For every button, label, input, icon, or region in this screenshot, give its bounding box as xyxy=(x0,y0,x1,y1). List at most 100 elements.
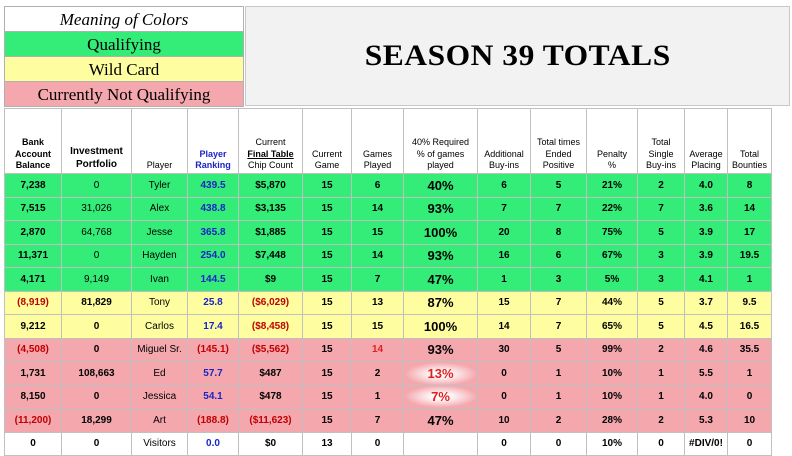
col-header-buyins[interactable]: Additional Buy-ins xyxy=(477,108,531,174)
cell-inv[interactable]: 0 xyxy=(61,314,132,339)
cell-cur[interactable]: 15 xyxy=(302,384,352,409)
col-header-player[interactable]: Player xyxy=(131,108,188,174)
cell-bounty[interactable]: 1 xyxy=(727,361,772,386)
cell-player[interactable]: Hayden xyxy=(131,243,188,268)
cell-bounty[interactable]: 8 xyxy=(727,173,772,198)
cell-buy[interactable]: 0 xyxy=(477,384,531,409)
cell-rank[interactable]: 0.0 xyxy=(187,431,239,456)
cell-avg[interactable]: 3.9 xyxy=(684,220,728,245)
cell-bank[interactable]: 8,150 xyxy=(4,384,62,409)
cell-inv[interactable]: 64,768 xyxy=(61,220,132,245)
cell-pos[interactable]: 0 xyxy=(530,431,587,456)
cell-single[interactable]: 5 xyxy=(637,290,685,315)
cell-single[interactable]: 2 xyxy=(637,337,685,362)
col-header-chip-count[interactable]: Current Final Table Chip Count xyxy=(238,108,303,174)
col-header-bounties[interactable]: Total Bounties xyxy=(727,108,772,174)
cell-cur[interactable]: 15 xyxy=(302,408,352,433)
cell-bank[interactable]: (8,919) xyxy=(4,290,62,315)
cell-single[interactable]: 7 xyxy=(637,196,685,221)
cell-rank[interactable]: 17.4 xyxy=(187,314,239,339)
cell-pen[interactable]: 22% xyxy=(586,196,638,221)
cell-pen[interactable]: 99% xyxy=(586,337,638,362)
cell-cur[interactable]: 15 xyxy=(302,361,352,386)
cell-pos[interactable]: 5 xyxy=(530,337,587,362)
cell-player[interactable]: Alex xyxy=(131,196,188,221)
cell-pen[interactable]: 65% xyxy=(586,314,638,339)
cell-played[interactable]: 15 xyxy=(351,314,404,339)
cell-buy[interactable]: 0 xyxy=(477,361,531,386)
cell-inv[interactable]: 31,026 xyxy=(61,196,132,221)
cell-pct[interactable]: 100% xyxy=(403,314,478,339)
cell-bounty[interactable]: 35.5 xyxy=(727,337,772,362)
cell-avg[interactable]: 4.0 xyxy=(684,384,728,409)
cell-bounty[interactable]: 0 xyxy=(727,384,772,409)
cell-chip[interactable]: $9 xyxy=(238,267,303,292)
cell-bounty[interactable]: 9.5 xyxy=(727,290,772,315)
cell-chip[interactable]: $487 xyxy=(238,361,303,386)
cell-bank[interactable]: 4,171 xyxy=(4,267,62,292)
cell-pct[interactable]: 47% xyxy=(403,408,478,433)
cell-buy[interactable]: 30 xyxy=(477,337,531,362)
cell-cur[interactable]: 15 xyxy=(302,267,352,292)
col-header-penalty[interactable]: Penalty% xyxy=(586,108,638,174)
cell-cur[interactable]: 13 xyxy=(302,431,352,456)
cell-pct[interactable] xyxy=(403,431,478,456)
cell-played[interactable]: 1 xyxy=(351,384,404,409)
cell-bank[interactable]: 0 xyxy=(4,431,62,456)
cell-buy[interactable]: 14 xyxy=(477,314,531,339)
cell-chip[interactable]: $478 xyxy=(238,384,303,409)
cell-pct[interactable]: 93% xyxy=(403,243,478,268)
cell-player[interactable]: Tyler xyxy=(131,173,188,198)
cell-rank[interactable]: 439.5 xyxy=(187,173,239,198)
cell-inv[interactable]: 0 xyxy=(61,243,132,268)
cell-cur[interactable]: 15 xyxy=(302,173,352,198)
cell-buy[interactable]: 20 xyxy=(477,220,531,245)
cell-rank[interactable]: 365.8 xyxy=(187,220,239,245)
cell-bank[interactable]: (4,508) xyxy=(4,337,62,362)
cell-inv[interactable]: 18,299 xyxy=(61,408,132,433)
cell-cur[interactable]: 15 xyxy=(302,196,352,221)
cell-bank[interactable]: 9,212 xyxy=(4,314,62,339)
cell-played[interactable]: 7 xyxy=(351,267,404,292)
cell-chip[interactable]: ($8,458) xyxy=(238,314,303,339)
cell-pen[interactable]: 10% xyxy=(586,384,638,409)
cell-pen[interactable]: 28% xyxy=(586,408,638,433)
cell-chip[interactable]: ($6,029) xyxy=(238,290,303,315)
cell-buy[interactable]: 1 xyxy=(477,267,531,292)
cell-single[interactable]: 1 xyxy=(637,384,685,409)
cell-single[interactable]: 0 xyxy=(637,431,685,456)
cell-chip[interactable]: $1,885 xyxy=(238,220,303,245)
cell-single[interactable]: 1 xyxy=(637,361,685,386)
cell-player[interactable]: Visitors xyxy=(131,431,188,456)
cell-bank[interactable]: 11,371 xyxy=(4,243,62,268)
col-header-current-game[interactable]: Current Game xyxy=(302,108,352,174)
cell-single[interactable]: 2 xyxy=(637,173,685,198)
cell-chip[interactable]: ($5,562) xyxy=(238,337,303,362)
cell-inv[interactable]: 0 xyxy=(61,431,132,456)
cell-pos[interactable]: 1 xyxy=(530,384,587,409)
cell-avg[interactable]: #DIV/0! xyxy=(684,431,728,456)
cell-bounty[interactable]: 14 xyxy=(727,196,772,221)
cell-chip[interactable]: ($11,623) xyxy=(238,408,303,433)
cell-pct[interactable]: 93% xyxy=(403,196,478,221)
col-header-investment[interactable]: Investment Portfolio xyxy=(61,108,132,174)
cell-played[interactable]: 2 xyxy=(351,361,404,386)
cell-cur[interactable]: 15 xyxy=(302,220,352,245)
cell-player[interactable]: Miguel Sr. xyxy=(131,337,188,362)
cell-played[interactable]: 14 xyxy=(351,196,404,221)
cell-buy[interactable]: 7 xyxy=(477,196,531,221)
cell-rank[interactable]: (188.8) xyxy=(187,408,239,433)
cell-bounty[interactable]: 0 xyxy=(727,431,772,456)
cell-chip[interactable]: $7,448 xyxy=(238,243,303,268)
cell-pos[interactable]: 3 xyxy=(530,267,587,292)
cell-player[interactable]: Art xyxy=(131,408,188,433)
cell-avg[interactable]: 3.9 xyxy=(684,243,728,268)
cell-pos[interactable]: 7 xyxy=(530,290,587,315)
cell-bounty[interactable]: 16.5 xyxy=(727,314,772,339)
cell-chip[interactable]: $0 xyxy=(238,431,303,456)
cell-rank[interactable]: 25.8 xyxy=(187,290,239,315)
cell-rank[interactable]: 144.5 xyxy=(187,267,239,292)
cell-bank[interactable]: 7,238 xyxy=(4,173,62,198)
cell-avg[interactable]: 4.0 xyxy=(684,173,728,198)
cell-pos[interactable]: 8 xyxy=(530,220,587,245)
